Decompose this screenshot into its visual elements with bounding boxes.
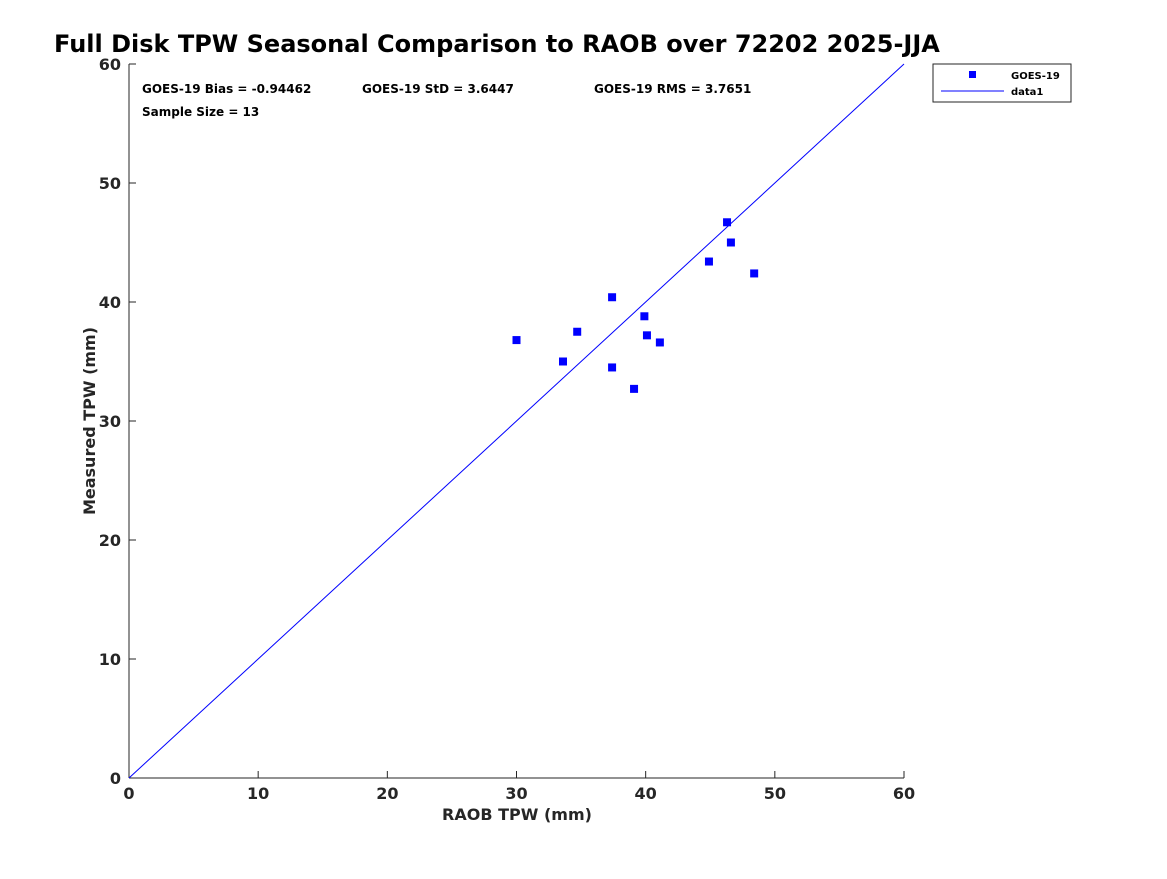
sample-size-annotation: Sample Size = 13 [142,105,259,119]
y-tick-label: 30 [99,412,121,431]
data-point [723,218,732,227]
x-tick-label: 50 [764,784,786,803]
x-tick-label: 60 [893,784,915,803]
data-point [640,312,649,321]
chart-title: Full Disk TPW Seasonal Comparison to RAO… [54,30,940,58]
y-tick-label: 10 [99,650,121,669]
y-axis-label: Measured TPW (mm) [80,327,99,515]
data-point [630,384,639,393]
legend-label-data1: data1 [1011,87,1043,98]
x-axis-label: RAOB TPW (mm) [442,805,592,824]
rms-annotation: GOES-19 RMS = 3.7651 [594,82,751,96]
y-tick-label: 50 [99,174,121,193]
x-tick-label: 10 [247,784,269,803]
data-point [608,363,617,372]
x-tick-label: 0 [123,784,134,803]
y-tick-label: 20 [99,531,121,550]
x-tick-label: 20 [376,784,398,803]
x-tick-label: 30 [505,784,527,803]
y-tick-label: 0 [110,769,121,788]
data-point [655,338,664,347]
data-point [573,327,582,336]
y-tick-label: 40 [99,293,121,312]
plot-area: 0 10 20 30 40 50 60 0 10 20 30 40 50 60 [99,55,915,803]
data-point [512,336,521,345]
data-point [704,257,713,266]
data-point [642,331,651,340]
x-tick-label: 40 [635,784,657,803]
bias-annotation: GOES-19 Bias = -0.94462 [142,82,311,96]
reference-line-data1 [128,63,905,779]
legend-box [932,63,1072,103]
data-point [726,238,735,247]
legend-marker-goes-19 [969,71,976,78]
legend-label-goes-19: GOES-19 [1011,71,1060,82]
y-tick-label: 60 [99,55,121,74]
data-point [750,269,759,278]
data-point [559,357,567,366]
data-point [608,293,617,302]
legend: GOES-19 data1 [932,63,1072,103]
std-annotation: GOES-19 StD = 3.6447 [362,82,514,96]
